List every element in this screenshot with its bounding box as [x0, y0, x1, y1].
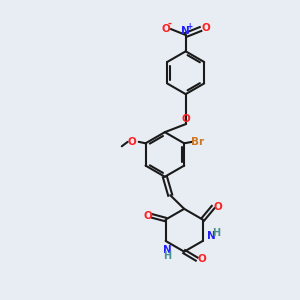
- Text: O: O: [161, 24, 170, 34]
- Text: Br: Br: [191, 137, 204, 147]
- Text: O: O: [213, 202, 222, 212]
- Text: O: O: [197, 254, 206, 264]
- Text: O: O: [181, 114, 190, 124]
- Text: N: N: [181, 26, 190, 36]
- Text: -: -: [168, 19, 172, 29]
- Text: O: O: [143, 211, 152, 221]
- Text: N: N: [163, 245, 172, 256]
- Text: +: +: [186, 22, 193, 31]
- Text: H: H: [212, 228, 220, 238]
- Text: H: H: [163, 251, 171, 261]
- Text: O: O: [202, 22, 210, 32]
- Text: N: N: [207, 232, 215, 242]
- Text: O: O: [128, 137, 136, 147]
